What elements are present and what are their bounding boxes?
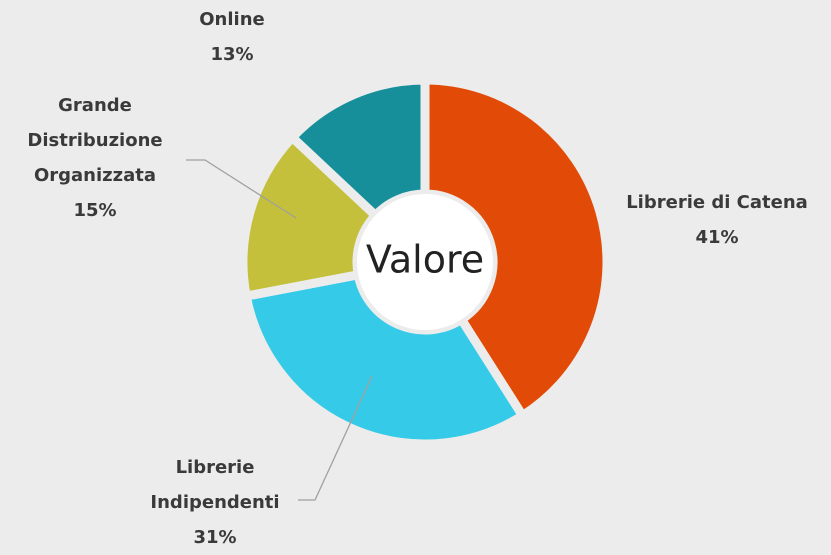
slice-label: Grande Distribuzione Organizzata 15% bbox=[10, 88, 180, 228]
slice-name: Librerie Indipendenti bbox=[150, 457, 280, 513]
center-label: Valore bbox=[366, 238, 484, 282]
leader-line bbox=[186, 159, 297, 219]
slice-name: Grande Distribuzione Organizzata bbox=[27, 95, 163, 186]
slice-label: Online 13% bbox=[182, 2, 282, 72]
slice-value: 15% bbox=[73, 200, 117, 221]
slice-value: 13% bbox=[210, 44, 254, 65]
center-hole bbox=[357, 194, 493, 330]
slice-label: Librerie Indipendenti 31% bbox=[140, 450, 290, 555]
slice-name: Librerie di Catena bbox=[626, 192, 808, 213]
slice-label: Librerie di Catena 41% bbox=[597, 185, 831, 255]
slice-value: 31% bbox=[193, 527, 237, 548]
leader-line bbox=[298, 375, 373, 501]
slice-name: Online bbox=[199, 9, 265, 30]
slice-value: 41% bbox=[695, 227, 739, 248]
